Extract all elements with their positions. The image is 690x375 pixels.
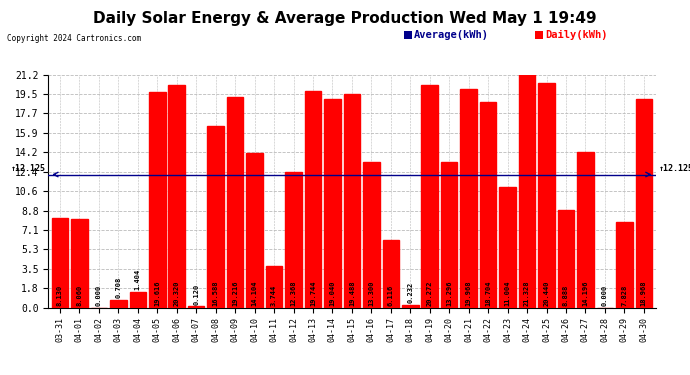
Text: 8.888: 8.888 bbox=[563, 285, 569, 306]
Text: 18.704: 18.704 bbox=[485, 280, 491, 306]
Bar bbox=[363, 162, 380, 308]
Bar bbox=[558, 210, 574, 308]
Bar bbox=[285, 172, 302, 308]
Text: 3.744: 3.744 bbox=[271, 285, 277, 306]
Text: 6.116: 6.116 bbox=[388, 285, 394, 306]
Bar bbox=[519, 74, 535, 308]
Bar bbox=[208, 126, 224, 308]
Text: 1.404: 1.404 bbox=[135, 269, 141, 291]
Bar bbox=[149, 92, 166, 308]
Bar bbox=[402, 305, 419, 308]
Text: 19.488: 19.488 bbox=[349, 280, 355, 306]
Text: 13.300: 13.300 bbox=[368, 280, 375, 306]
Bar bbox=[246, 153, 263, 308]
Text: Average(kWh): Average(kWh) bbox=[414, 30, 489, 40]
Text: 11.004: 11.004 bbox=[504, 280, 511, 306]
Bar bbox=[460, 88, 477, 308]
Bar bbox=[500, 187, 516, 308]
Text: Daily(kWh): Daily(kWh) bbox=[545, 30, 608, 40]
Bar bbox=[188, 306, 204, 308]
Bar bbox=[71, 219, 88, 308]
Text: 18.968: 18.968 bbox=[641, 280, 647, 306]
Text: 0.120: 0.120 bbox=[193, 283, 199, 304]
Text: 19.744: 19.744 bbox=[310, 280, 316, 306]
Bar bbox=[422, 85, 438, 308]
Text: 0.708: 0.708 bbox=[115, 277, 121, 298]
Text: ↑12.125: ↑12.125 bbox=[11, 164, 46, 173]
Bar bbox=[616, 222, 633, 308]
Text: 21.328: 21.328 bbox=[524, 280, 530, 306]
Text: 7.828: 7.828 bbox=[622, 285, 627, 306]
Bar bbox=[266, 267, 282, 308]
Text: 13.296: 13.296 bbox=[446, 280, 452, 306]
Text: 0.232: 0.232 bbox=[407, 282, 413, 303]
Text: ↑12.125: ↑12.125 bbox=[660, 164, 690, 173]
Text: 19.616: 19.616 bbox=[155, 280, 160, 306]
Text: 0.000: 0.000 bbox=[96, 285, 102, 306]
Bar bbox=[577, 152, 593, 308]
Text: 20.440: 20.440 bbox=[544, 280, 549, 306]
Bar bbox=[538, 83, 555, 308]
Text: 19.968: 19.968 bbox=[466, 280, 472, 306]
Bar bbox=[168, 85, 185, 308]
Text: Daily Solar Energy & Average Production Wed May 1 19:49: Daily Solar Energy & Average Production … bbox=[93, 11, 597, 26]
Text: 19.040: 19.040 bbox=[329, 280, 335, 306]
Bar bbox=[110, 300, 127, 307]
Text: Copyright 2024 Cartronics.com: Copyright 2024 Cartronics.com bbox=[7, 34, 141, 43]
Bar bbox=[382, 240, 399, 308]
Bar bbox=[305, 91, 322, 308]
Bar bbox=[324, 99, 341, 308]
Text: 12.368: 12.368 bbox=[290, 280, 297, 306]
Bar bbox=[227, 97, 244, 308]
Bar bbox=[52, 218, 68, 308]
Text: 14.104: 14.104 bbox=[252, 280, 257, 306]
Bar bbox=[441, 162, 457, 308]
Text: 20.320: 20.320 bbox=[174, 280, 180, 306]
Text: 16.588: 16.588 bbox=[213, 280, 219, 306]
Bar bbox=[130, 292, 146, 308]
Text: 20.272: 20.272 bbox=[426, 280, 433, 306]
Bar bbox=[480, 102, 496, 308]
Text: 0.000: 0.000 bbox=[602, 285, 608, 306]
Text: 8.130: 8.130 bbox=[57, 285, 63, 306]
Bar bbox=[635, 99, 652, 308]
Text: 8.060: 8.060 bbox=[77, 285, 82, 306]
Bar bbox=[344, 94, 360, 308]
Text: 19.216: 19.216 bbox=[232, 280, 238, 306]
Text: 14.196: 14.196 bbox=[582, 280, 589, 306]
